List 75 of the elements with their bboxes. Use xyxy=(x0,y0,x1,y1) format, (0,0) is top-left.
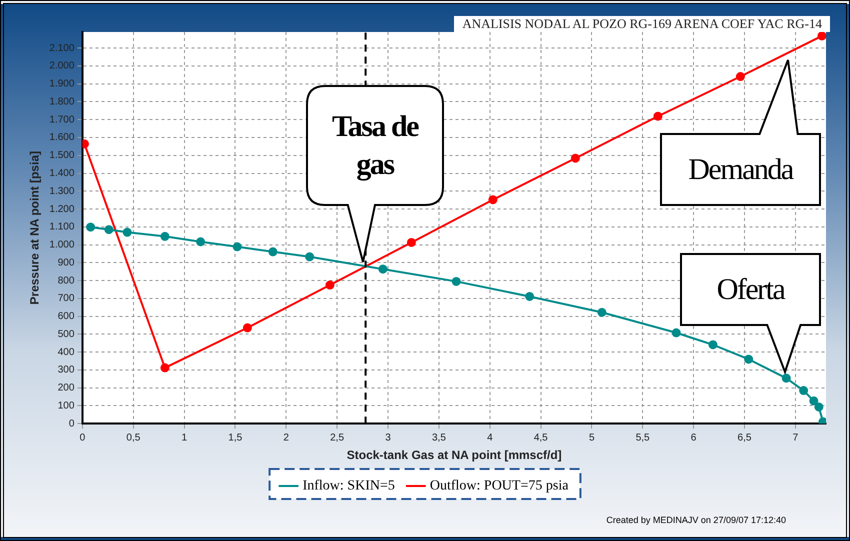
y-tick-label: 2.000 xyxy=(49,60,75,72)
point xyxy=(653,112,662,121)
x-tick-label: 3,5 xyxy=(432,432,446,444)
annotation: Tasa de gas xyxy=(331,109,420,183)
y-tick-label: 200 xyxy=(58,382,75,394)
y-tick-label: 1.100 xyxy=(49,222,75,233)
x-tick-label: 6,5 xyxy=(738,432,752,444)
legend-label: Inflow: SKIN=5 xyxy=(302,478,395,494)
y-tick-label: 1.400 xyxy=(49,168,75,180)
point xyxy=(817,32,826,40)
point xyxy=(744,354,754,364)
point xyxy=(488,195,498,204)
x-tick-label: 1,5 xyxy=(228,432,243,444)
x-tick-label: 0,5 xyxy=(126,432,141,444)
y-tick-label: 500 xyxy=(58,328,75,340)
y-tick-label: 1.300 xyxy=(49,186,75,197)
point xyxy=(160,232,170,241)
point xyxy=(570,154,580,163)
y-tick-label: 800 xyxy=(58,275,75,286)
x-tick-label: 4 xyxy=(487,432,494,444)
y-tick-label: 700 xyxy=(58,293,75,304)
point xyxy=(452,276,461,286)
y-axis-title: Pressure at NA point [psia] xyxy=(28,151,42,305)
point xyxy=(809,396,818,406)
y-tick-label: 1.700 xyxy=(49,114,75,126)
annotation: Oferta xyxy=(716,272,786,308)
y-tick-label: 1.600 xyxy=(49,132,75,144)
point xyxy=(122,228,132,237)
point xyxy=(268,247,278,256)
y-tick-label: 2.100 xyxy=(49,42,75,54)
y-tick-label: 1.200 xyxy=(49,204,75,215)
point xyxy=(242,323,252,332)
point xyxy=(814,402,824,412)
point xyxy=(818,417,826,424)
text: Created by MEDINAJV on 27/09/07 17:12:40 xyxy=(606,515,786,525)
x-axis-title: Stock-tank Gas at NA point [mmscf/d] xyxy=(346,448,562,462)
point xyxy=(406,238,416,247)
point xyxy=(736,72,745,82)
point xyxy=(799,386,808,396)
x-tick-label: 1 xyxy=(182,432,188,444)
point xyxy=(104,225,114,234)
point xyxy=(325,280,334,290)
x-tick-label: 7 xyxy=(792,432,799,444)
y-tick-label: 1.500 xyxy=(49,150,75,162)
point xyxy=(378,264,388,274)
point xyxy=(597,308,606,317)
chart-title: ANALISIS NODAL AL POZO RG-169 ARENA COEF YAC RG-14 xyxy=(454,16,830,32)
x-tick-label: 4,5 xyxy=(534,432,548,444)
point xyxy=(708,340,718,350)
point xyxy=(232,242,242,252)
y-tick-label: 1.800 xyxy=(49,96,75,108)
y-tick-label: 300 xyxy=(58,364,75,376)
point xyxy=(672,328,681,338)
point xyxy=(525,292,534,301)
y-tick-label: 400 xyxy=(58,346,75,358)
y-tick-label: 100 xyxy=(58,400,75,412)
x-tick-label: 5,5 xyxy=(636,432,650,444)
x-tick-label: 2,5 xyxy=(330,432,344,444)
y-tick-label: 1.900 xyxy=(49,78,75,90)
point xyxy=(305,252,314,262)
y-tick-label: 0 xyxy=(68,418,75,430)
x-tick-label: 2 xyxy=(283,432,290,444)
y-tick-label: 900 xyxy=(58,257,75,268)
point xyxy=(86,222,96,232)
x-tick-label: 5 xyxy=(588,432,595,444)
x-tick-label: 6 xyxy=(690,432,697,444)
point xyxy=(196,237,206,246)
annotation: Demanda xyxy=(687,152,794,188)
x-tick-label: 3 xyxy=(385,432,392,444)
y-tick-label: 600 xyxy=(58,311,75,322)
y-tick-label: 1.000 xyxy=(49,240,75,251)
x-tick-label: 0 xyxy=(80,432,86,444)
point xyxy=(782,374,791,383)
point xyxy=(160,363,170,372)
legend-label: Outflow: POUT=75 psia xyxy=(430,478,570,494)
